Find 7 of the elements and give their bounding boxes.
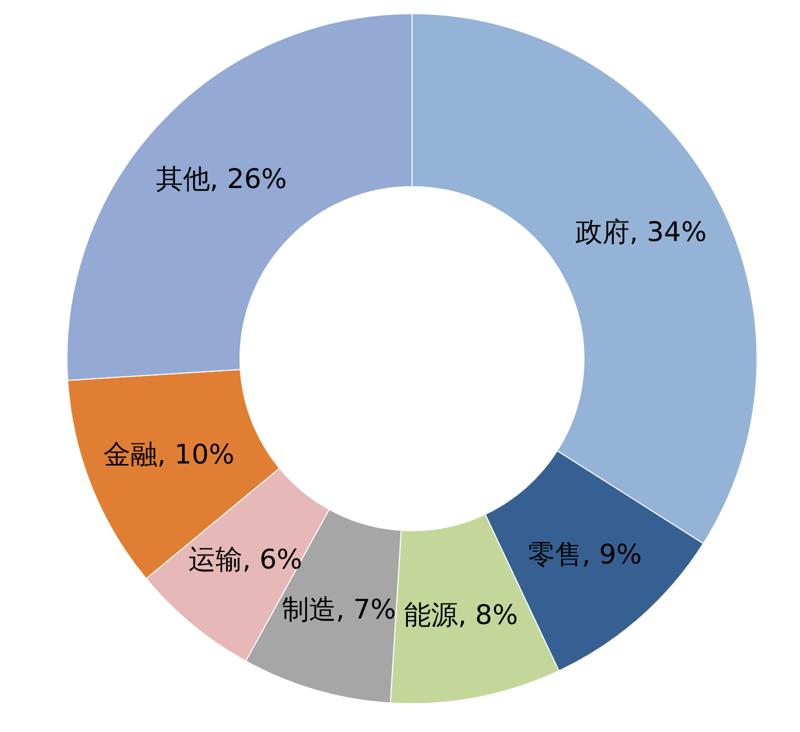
slice-label: 其他, 26% [156,164,287,196]
slice-label: 政府, 34% [576,217,707,248]
slice-label: 制造, 7% [282,594,396,626]
slice-label: 金融, 10% [103,439,234,470]
slice-label: 零售, 9% [528,539,642,570]
slice-label: 能源, 8% [404,600,518,632]
slice-label: 运输, 6% [188,544,302,576]
